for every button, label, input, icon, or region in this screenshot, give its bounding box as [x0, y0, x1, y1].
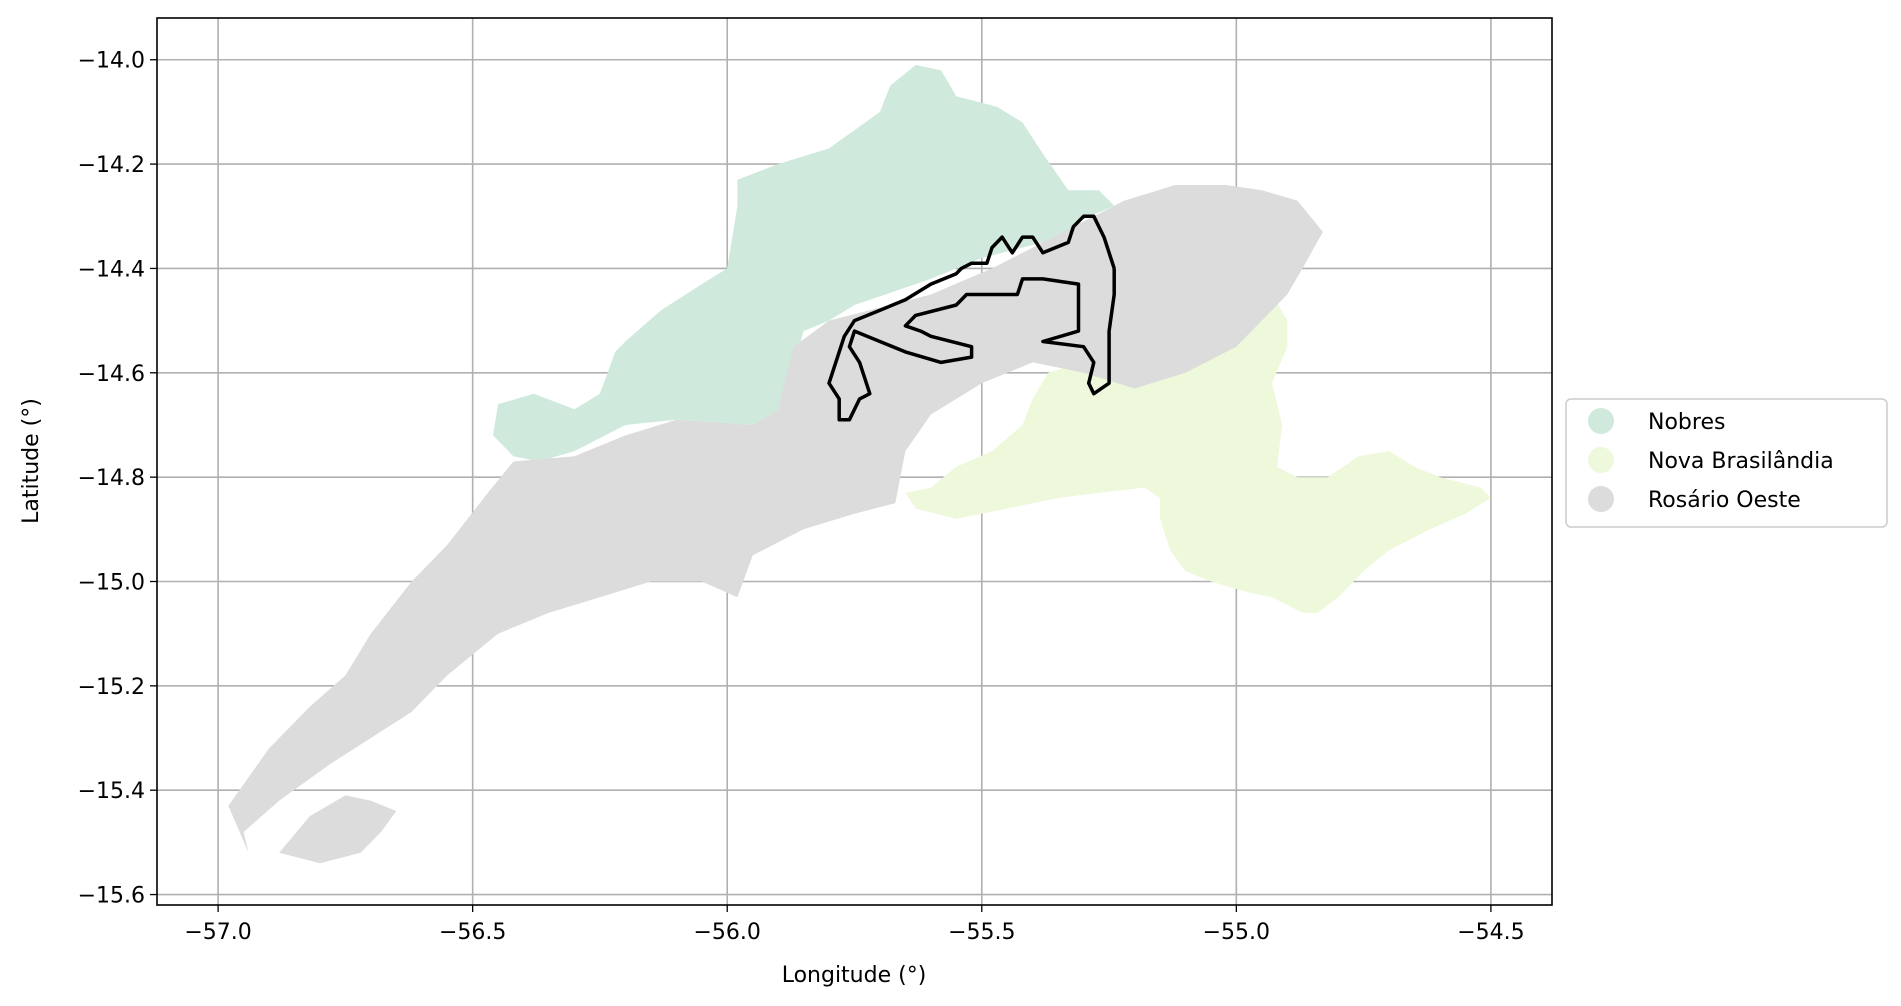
x-tick-label: −55.5 [948, 920, 1015, 945]
legend: Nobres Nova Brasilândia Rosário Oeste [1565, 398, 1888, 528]
y-tick-label: −14.8 [78, 466, 145, 491]
legend-label-rosario-oeste: Rosário Oeste [1648, 488, 1801, 513]
y-axis-ticks: −14.0 −14.2 −14.4 −14.6 −14.8 −15.0 −15.2 −15.4… [78, 49, 157, 909]
legend-marker-nova-brasilandia [1588, 447, 1614, 473]
y-tick-label: −15.6 [78, 884, 145, 909]
y-tick-label: −15.2 [78, 675, 145, 700]
region-nova-brasilandia [905, 294, 1491, 613]
legend-marker-rosario-oeste [1588, 486, 1614, 512]
x-axis-ticks: −57.0 −56.5 −56.0 −55.5 −55.0 −54.5 [184, 905, 1525, 945]
x-tick-label: −55.0 [1203, 920, 1270, 945]
axes-frame [156, 17, 1553, 906]
legend-label-nova-brasilandia: Nova Brasilândia [1648, 449, 1834, 474]
outline-layer [827, 214, 1116, 422]
y-tick-label: −14.4 [78, 257, 145, 282]
region-nobres [493, 65, 1115, 462]
y-axis-label: Latitude (°) [19, 398, 44, 524]
region-rosario-oeste [279, 795, 397, 864]
y-tick-label: −14.0 [78, 49, 145, 74]
legend-box [1565, 398, 1888, 528]
legend-marker-nobres [1588, 408, 1614, 434]
y-tick-label: −15.0 [78, 571, 145, 596]
region-polygons [228, 65, 1491, 864]
x-tick-label: −56.5 [439, 920, 506, 945]
highlight-outline [827, 214, 1116, 422]
y-tick-label: −14.2 [78, 153, 145, 178]
y-tick-label: −15.4 [78, 779, 145, 804]
legend-label-nobres: Nobres [1648, 410, 1725, 435]
x-axis-label: Longitude (°) [782, 963, 927, 988]
x-tick-label: −54.5 [1457, 920, 1524, 945]
region-rosario-oeste [228, 185, 1323, 853]
plot-area [156, 17, 1553, 906]
x-tick-label: −56.0 [694, 920, 761, 945]
x-tick-label: −57.0 [184, 920, 251, 945]
y-tick-label: −14.6 [78, 362, 145, 387]
